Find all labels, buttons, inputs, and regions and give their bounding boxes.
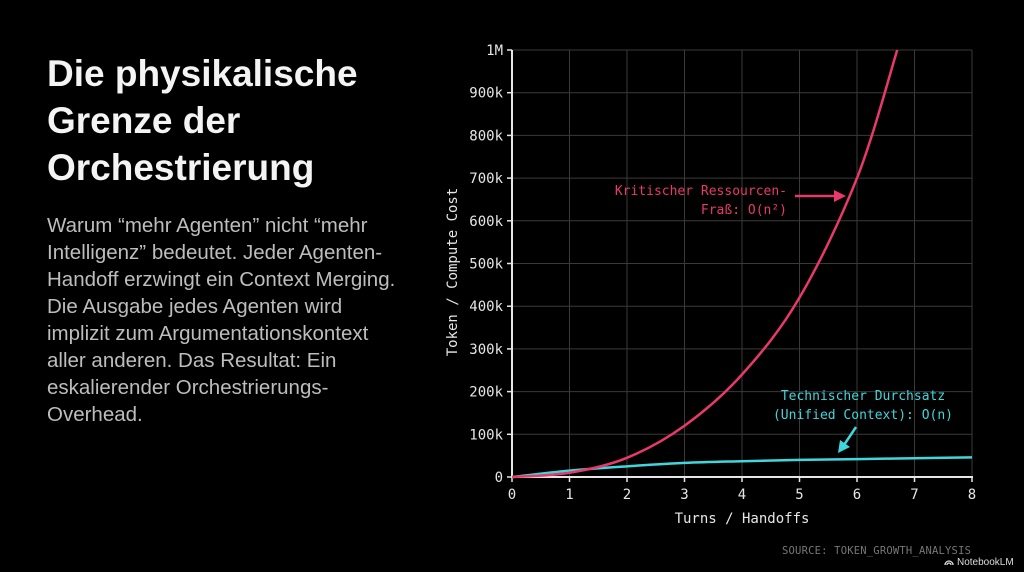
- y-tick-label: 700k: [469, 171, 503, 187]
- x-axis-label: Turns / Handoffs: [675, 511, 810, 527]
- x-tick-label: 4: [738, 487, 746, 503]
- source-caption: SOURCE: TOKEN_GROWTH_ANALYSIS: [782, 545, 972, 557]
- y-tick-label: 800k: [469, 128, 503, 144]
- annotation-linear-line2: (Unified Context): O(n): [773, 408, 953, 423]
- notebooklm-badge: NotebookLM: [944, 557, 1014, 568]
- x-tick-label: 5: [795, 487, 803, 503]
- x-tick-label: 3: [680, 487, 688, 503]
- chart-series: [511, 49, 973, 479]
- slide-title: Die physikalische Grenze der Orchestrier…: [47, 53, 358, 188]
- y-tick-label: 200k: [469, 385, 503, 401]
- x-tick-label: 2: [623, 487, 631, 503]
- arrowhead-icon: [834, 190, 846, 202]
- slide-body-text: Warum “mehr Agenten” nicht “mehr Intelli…: [47, 214, 396, 426]
- arrowhead-icon: [838, 440, 850, 453]
- annotation-linear: Technischer Durchsatz (Unified Context):…: [773, 389, 953, 453]
- brand-label: NotebookLM: [957, 557, 1014, 568]
- x-tick-label: 6: [853, 487, 861, 503]
- y-tick-label: 900k: [469, 86, 503, 102]
- y-tick-label: 300k: [469, 342, 503, 358]
- y-axis-ticks: 0 100k 200k 300k 400k 500k 600k 700k 800k 900k 1M: [469, 43, 512, 486]
- notebooklm-logo-icon: [944, 557, 954, 568]
- chart-grid: [512, 49, 973, 477]
- y-axis-label: Token / Compute Cost: [445, 188, 461, 357]
- x-tick-label: 1: [565, 487, 573, 503]
- annotation-quadratic: Kritischer Ressourcen- Fraß: O(n²): [615, 184, 846, 218]
- y-tick-label: 0: [495, 470, 503, 486]
- annotation-quadratic-line2: Fraß: O(n²): [701, 203, 787, 218]
- y-tick-label: 500k: [469, 257, 503, 273]
- y-tick-label: 600k: [469, 214, 503, 230]
- y-tick-label: 400k: [469, 299, 503, 315]
- x-tick-label: 7: [910, 487, 918, 503]
- x-tick-label: 0: [508, 487, 516, 503]
- series-quadratic-line: [511, 49, 899, 479]
- arrow-down-left-icon: [842, 426, 858, 446]
- x-axis-ticks: 0 1 2 3 4 5 6 7 8: [508, 477, 976, 503]
- annotation-quadratic-line1: Kritischer Ressourcen-: [615, 184, 787, 199]
- y-tick-label: 1M: [486, 43, 503, 59]
- x-tick-label: 8: [968, 487, 976, 503]
- annotation-linear-line1: Technischer Durchsatz: [781, 389, 945, 404]
- y-tick-label: 100k: [469, 427, 503, 443]
